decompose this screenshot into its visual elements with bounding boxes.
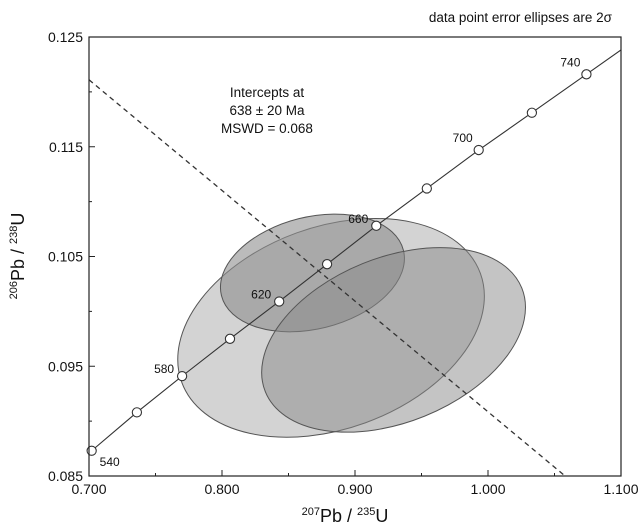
x-tick-label: 0.800	[204, 481, 239, 497]
x-tick-label: 0.700	[71, 481, 106, 497]
age-point-9	[473, 144, 484, 156]
x-tick-label: 1.000	[470, 481, 505, 497]
error-ellipse-note: data point error ellipses are 2σ	[429, 10, 613, 25]
x-tick-label: 0.900	[337, 481, 372, 497]
error-ellipses	[177, 213, 526, 438]
y-tick-label: 0.125	[48, 29, 83, 45]
y-axis-title: 206Pb / 238U	[8, 213, 28, 300]
age-point-7	[371, 220, 382, 231]
age-label-580: 580	[154, 362, 174, 376]
age-label-540: 540	[100, 455, 120, 469]
age-label-660: 660	[348, 212, 368, 226]
age-point-2	[131, 407, 143, 418]
concordia-age-labels: 540 580 620 660 700 740	[100, 55, 581, 468]
y-tick-label: 0.085	[48, 468, 83, 484]
x-tick-label: 1.100	[603, 481, 638, 497]
age-point-10	[526, 107, 538, 118]
age-label-740: 740	[560, 55, 580, 69]
age-point-8	[421, 183, 432, 194]
y-tick-label: 0.095	[48, 358, 83, 374]
y-tick-label: 0.115	[49, 139, 83, 155]
age-point-3	[176, 370, 188, 382]
age-point-5	[274, 296, 285, 307]
age-label-620: 620	[251, 287, 271, 301]
age-label-700: 700	[453, 131, 473, 145]
age-point-11	[581, 69, 592, 80]
intercept-annotation: Intercepts at 638 ± 20 Ma MSWD = 0.068	[221, 85, 313, 136]
discordia-line	[89, 79, 566, 476]
concordia-age-points	[86, 69, 592, 456]
x-axis-ticks: 0.700 0.800 0.900 1.000 1.100	[71, 470, 639, 497]
age-point-4	[224, 333, 236, 344]
intercept-line-1: Intercepts at	[230, 85, 305, 100]
y-axis-ticks: 0.085 0.095 0.105 0.115 0.125	[48, 29, 95, 484]
y-tick-label: 0.105	[48, 249, 83, 265]
x-axis-title: 207Pb / 235U	[302, 506, 389, 526]
error-ellipse-3	[261, 247, 526, 433]
age-point-6	[321, 259, 333, 270]
intercept-line-2: 638 ± 20 Ma	[230, 103, 305, 118]
intercept-line-3: MSWD = 0.068	[221, 121, 313, 136]
